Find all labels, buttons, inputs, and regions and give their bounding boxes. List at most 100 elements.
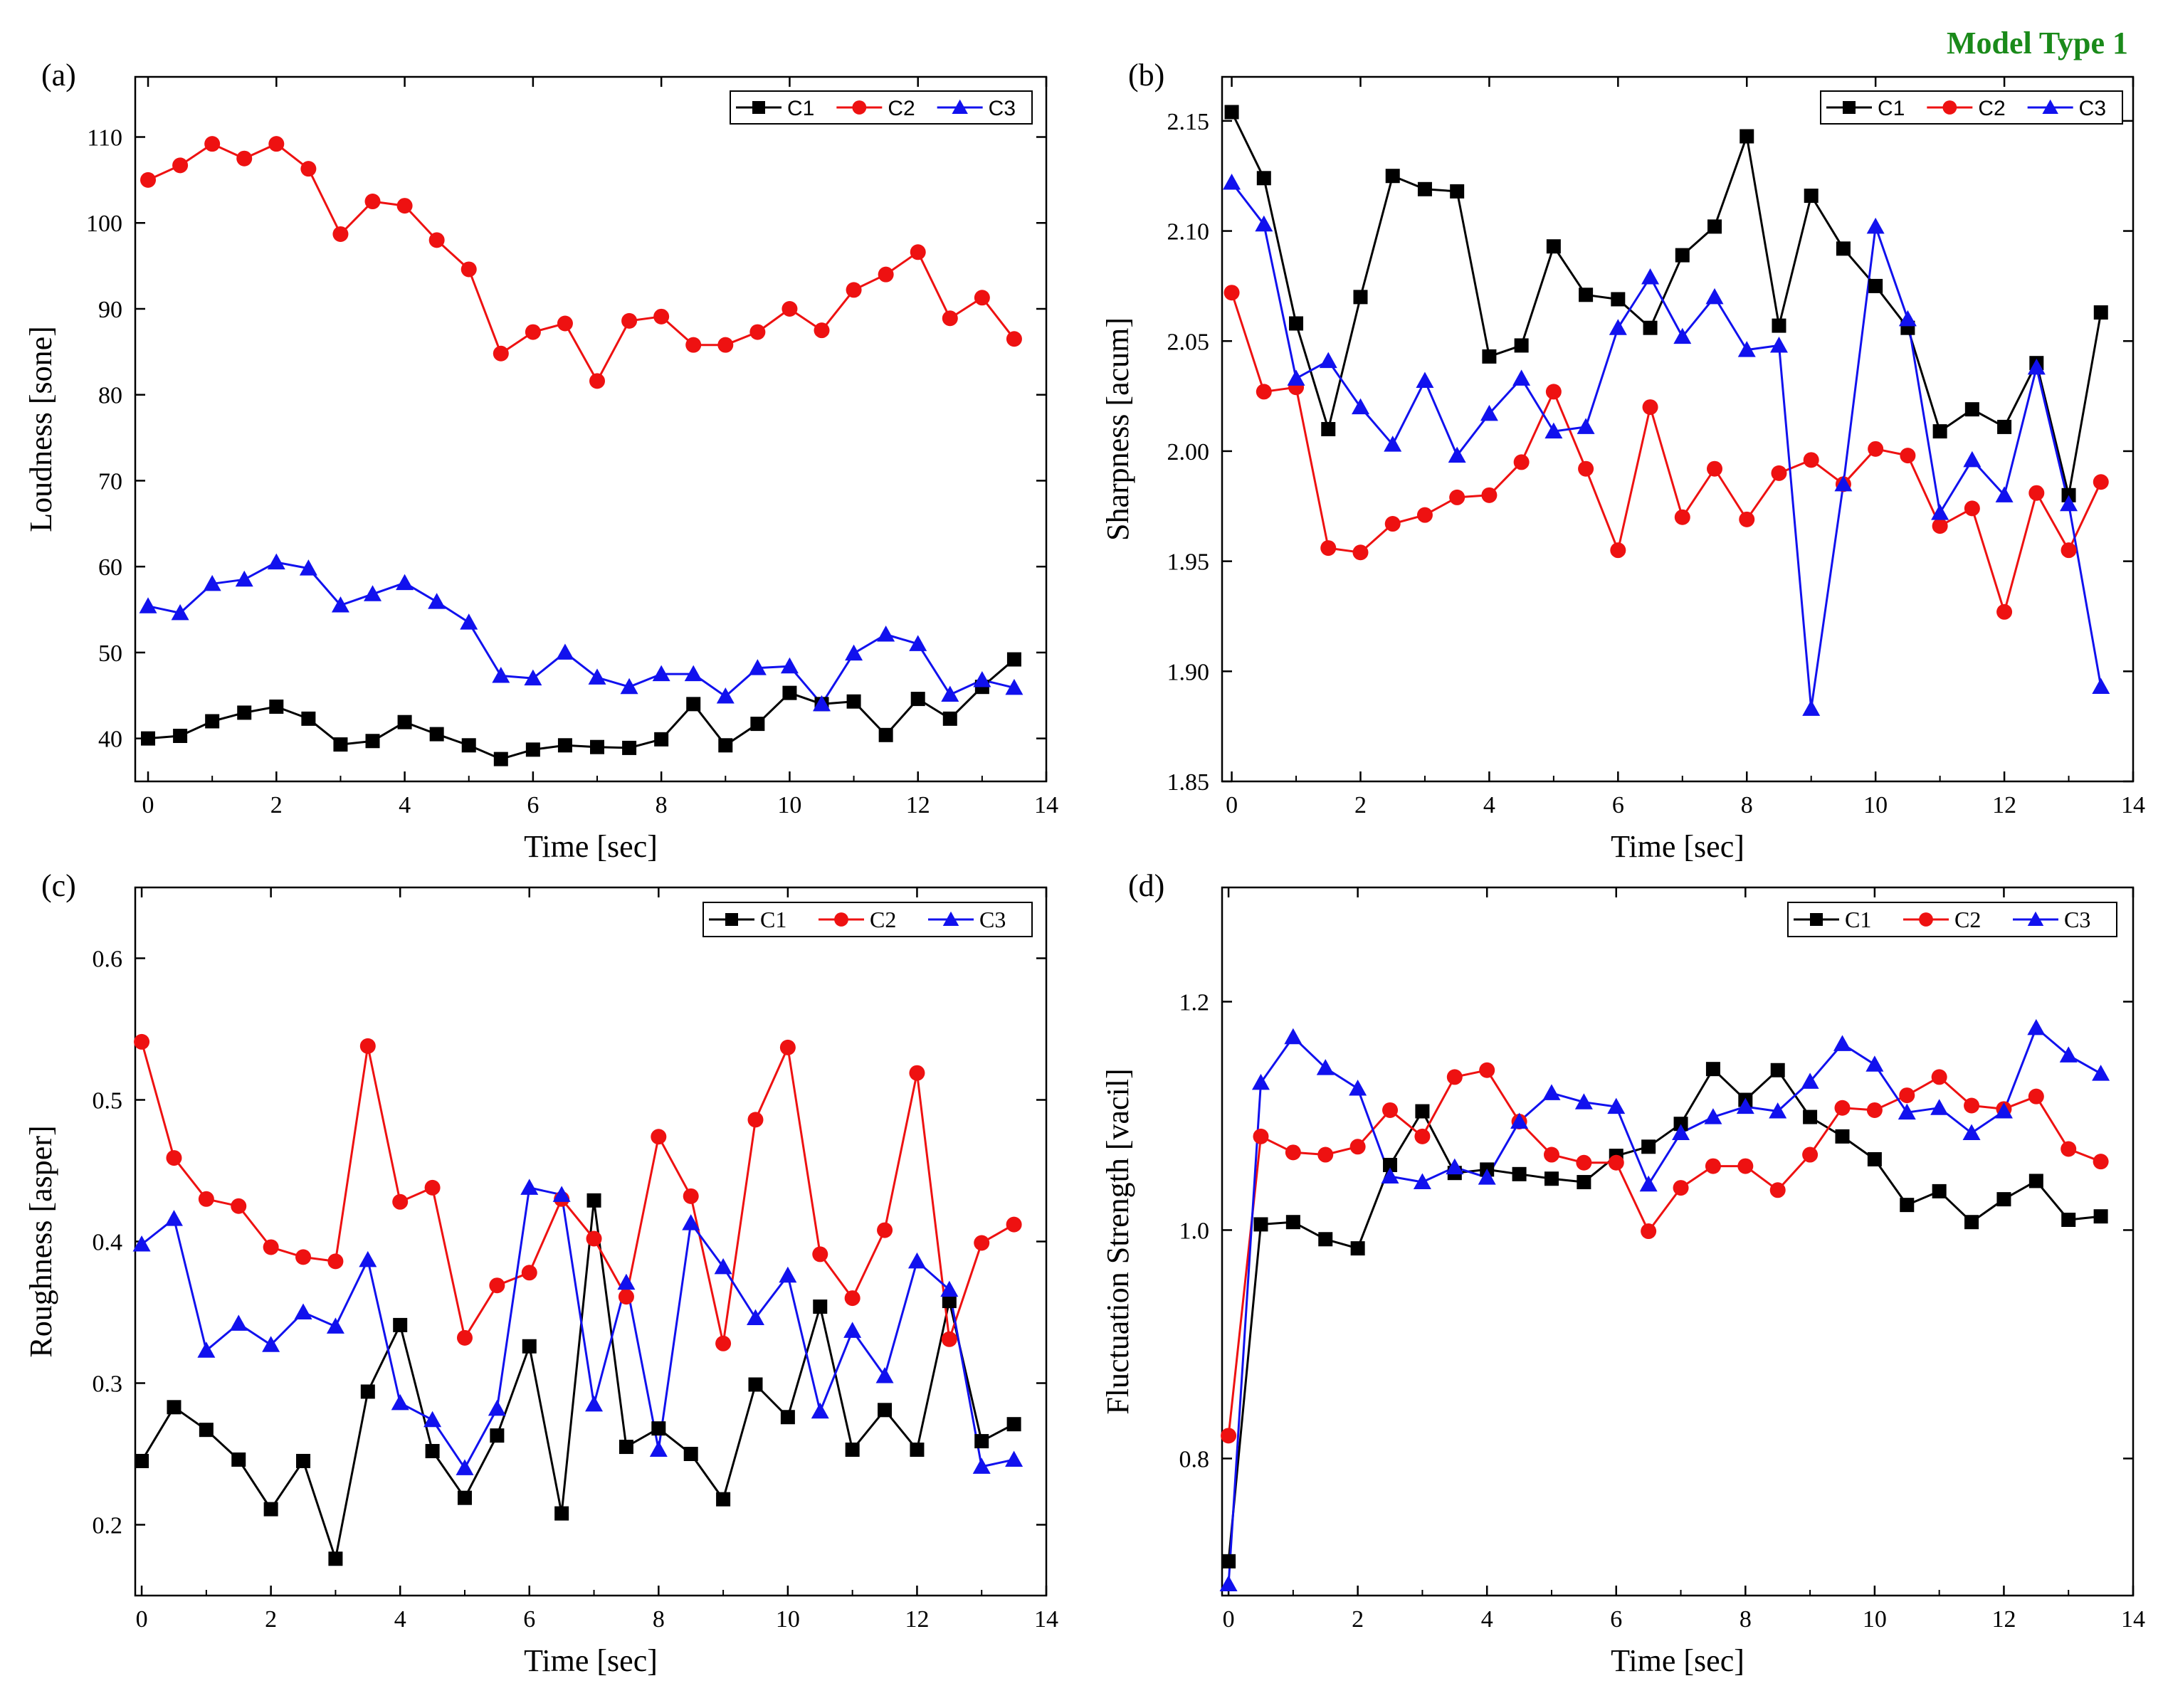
data-point-c1	[1546, 239, 1561, 254]
data-point-c2	[1739, 511, 1755, 527]
data-point-c1	[845, 1443, 860, 1457]
data-point-c1	[1353, 290, 1368, 305]
data-point-c2	[428, 232, 445, 248]
series-line-c2	[1231, 292, 2103, 613]
data-point-c1	[365, 734, 380, 749]
chart-panel-4: (d) 0 2 4 6 8 10 12 14 0.8 1.0 1.2 Time [sec] Fluctua…	[1100, 868, 2145, 1678]
data-point-c2	[1899, 1087, 1915, 1104]
x-tick-label: 10	[1863, 1606, 1887, 1633]
data-point-c2	[231, 1198, 247, 1214]
series-group	[1223, 105, 2110, 716]
data-point-c2	[424, 1179, 441, 1196]
data-point-c3	[1639, 1175, 1658, 1192]
data-point-c3	[229, 1314, 248, 1331]
data-point-c2	[683, 1188, 699, 1204]
data-point-c1	[1770, 1063, 1785, 1077]
data-point-c1	[619, 1440, 633, 1455]
x-tick-label: 6	[523, 1606, 535, 1633]
data-point-c3	[1351, 398, 1369, 415]
data-point-c2	[910, 244, 926, 260]
series-line-c3	[147, 561, 1015, 705]
y-tick-label: 0.8	[1179, 1446, 1210, 1472]
y-tick-label: 2.05	[1167, 329, 1210, 355]
data-point-c3	[488, 1399, 506, 1416]
data-point-c1	[1772, 318, 1786, 333]
data-point-c1	[2028, 1174, 2043, 1188]
x-tick-label: 8	[653, 1606, 665, 1633]
y-tick-label: 40	[98, 727, 122, 753]
data-point-c1	[1804, 189, 1819, 204]
data-point-c2	[172, 157, 189, 174]
data-point-c2	[1384, 516, 1401, 532]
data-point-c1	[1867, 1151, 1882, 1166]
data-point-c1	[846, 694, 861, 709]
data-point-c3	[813, 695, 831, 712]
data-point-c1	[1253, 1217, 1268, 1232]
data-point-c2	[140, 172, 157, 188]
y-tick-label: 1.0	[1179, 1218, 1210, 1244]
data-point-c1	[654, 732, 669, 747]
data-point-c1	[173, 729, 188, 744]
data-point-c2	[1352, 544, 1369, 561]
data-point-c3	[1898, 1103, 1916, 1120]
y-axis-title: Loudness [sone]	[23, 326, 58, 532]
data-point-c2	[1674, 509, 1690, 525]
legend-box	[702, 902, 1033, 937]
data-point-c2	[166, 1150, 182, 1166]
data-point-c1	[328, 1551, 343, 1566]
data-point-c3	[2060, 495, 2078, 512]
data-point-c2	[359, 1038, 376, 1054]
legend-label-c2: C2	[888, 97, 915, 120]
data-point-c2	[715, 1335, 732, 1351]
data-point-c1	[686, 697, 701, 712]
data-point-c2	[1578, 460, 1594, 477]
data-point-c1	[525, 742, 540, 757]
data-point-c2	[1416, 507, 1433, 523]
data-point-c3	[1478, 1169, 1496, 1185]
data-point-c1	[425, 1444, 440, 1459]
data-point-c1	[1964, 402, 1979, 417]
data-point-c2	[1642, 399, 1658, 416]
data-point-c2	[1707, 460, 1723, 477]
data-point-c3	[1930, 1099, 1949, 1115]
data-point-c3	[2027, 1018, 2046, 1035]
data-point-c1	[1740, 129, 1754, 144]
data-point-c2	[134, 1033, 150, 1050]
data-point-c1	[1256, 171, 1271, 186]
x-tick-label: 14	[1034, 1606, 1058, 1633]
data-point-c3	[1384, 436, 1402, 452]
data-point-c3	[1381, 1167, 1399, 1184]
data-point-c2	[461, 261, 477, 278]
panel-label: (d)	[1128, 868, 1164, 903]
series-line-c3	[1227, 1026, 2102, 1585]
legend: C1 C2 C3	[1820, 90, 2123, 125]
x-tick-label: 0	[1223, 1606, 1235, 1633]
data-point-c3	[1672, 1124, 1690, 1141]
data-point-c1	[718, 738, 733, 753]
data-point-c2	[1834, 1100, 1851, 1116]
data-point-c2	[396, 198, 413, 214]
data-point-c2	[1610, 542, 1626, 559]
legend: C1 C2 C3	[702, 902, 1033, 937]
x-tick-label: 12	[905, 1606, 929, 1633]
data-point-c2	[1900, 448, 1916, 464]
data-point-c1	[429, 727, 444, 742]
data-point-c1	[522, 1339, 537, 1354]
data-point-c2	[456, 1329, 473, 1346]
data-point-c2	[1996, 603, 2013, 620]
data-point-c2	[1932, 518, 1948, 534]
x-tick-label: 4	[394, 1606, 406, 1633]
data-point-c1	[1289, 316, 1304, 331]
data-point-c3	[1769, 336, 1788, 353]
data-point-c2	[2061, 1141, 2077, 1157]
y-axis-title: Roughness [asper]	[23, 1125, 58, 1357]
data-point-c3	[780, 657, 799, 674]
data-point-c2	[1868, 441, 1884, 457]
data-point-c1	[590, 739, 605, 754]
data-point-c3	[2059, 1046, 2078, 1063]
data-point-c2	[1964, 1097, 1980, 1114]
data-point-c2	[557, 315, 573, 332]
data-point-c3	[811, 1402, 829, 1419]
data-point-c2	[2028, 1088, 2044, 1105]
data-point-c3	[1574, 1093, 1593, 1109]
